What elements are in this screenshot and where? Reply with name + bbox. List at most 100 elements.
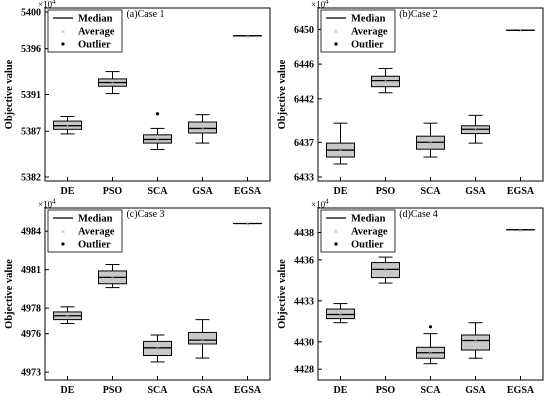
box-iqr [461, 334, 490, 351]
x-tick-label: DE [61, 385, 75, 396]
box-pso: × [371, 256, 400, 284]
axis-exponent-label: ×104 [311, 198, 329, 210]
mean-marker: × [383, 267, 388, 274]
axis-exponent-power: 4 [325, 198, 329, 206]
legend-swatch-average: × [60, 229, 65, 236]
chart-title: (d)Case 4 [399, 209, 438, 220]
legend-swatch-outlier [61, 242, 65, 246]
box-egsa: × [233, 33, 262, 40]
mean-marker: × [155, 345, 160, 352]
y-tick-label: 5391 [21, 90, 41, 101]
box-iqr [326, 308, 355, 320]
x-tick-label: EGSA [234, 186, 262, 197]
x-tick-label: DE [61, 186, 75, 197]
chart-title: (c)Case 3 [126, 209, 164, 220]
box-iqr [188, 331, 217, 345]
x-tick-label: SCA [147, 385, 168, 396]
mean-marker: × [245, 221, 250, 228]
box-de: × [326, 122, 355, 165]
y-tick-label: 4433 [294, 296, 314, 307]
axis-exponent-power: 4 [52, 198, 56, 206]
y-tick-label: 6446 [294, 60, 314, 71]
x-tick-label: PSO [376, 385, 396, 396]
mean-marker: × [473, 127, 478, 134]
box-egsa: × [506, 227, 535, 234]
axis-exponent-label: ×104 [38, 0, 56, 10]
legend-swatch-average: × [60, 29, 65, 36]
y-tick-label: 5382 [21, 173, 41, 184]
y-axis-label: Objective value [4, 59, 15, 129]
y-tick-label: 5396 [21, 44, 41, 55]
legend-swatch-average: × [333, 229, 338, 236]
mean-marker: × [110, 275, 115, 282]
y-axis-label: Objective value [277, 59, 288, 129]
x-tick-label: EGSA [507, 385, 535, 396]
mean-marker: × [65, 123, 70, 130]
x-tick-label: GSA [465, 186, 486, 197]
chart-panel-2: (b)Case 2 ×104 Objective value 6433 6437 6442… [277, 0, 544, 197]
mean-marker: × [200, 336, 205, 343]
box-iqr [371, 262, 400, 279]
box-pso: × [98, 71, 127, 95]
box-iqr [188, 121, 217, 134]
box-de: × [53, 306, 82, 324]
x-tick-label: EGSA [234, 385, 262, 396]
legend-swatch-average: × [333, 29, 338, 36]
legend: Median × Average Outlier [320, 9, 396, 53]
mean-marker: × [518, 28, 523, 35]
chart-panel-4: (d)Case 4 ×104 Objective value 4428 4430 4433… [277, 198, 544, 396]
y-tick-label: 5400 [21, 8, 41, 19]
mean-marker: × [200, 126, 205, 133]
y-axis-label: Objective value [277, 259, 288, 329]
x-tick-label: GSA [192, 385, 213, 396]
box-sca: × [143, 112, 172, 150]
box-pso: × [98, 264, 127, 289]
legend-label: Median [78, 14, 113, 25]
legend-box [47, 9, 123, 53]
x-tick-label: SCA [147, 186, 168, 197]
legend: Median × Average Outlier [320, 209, 396, 253]
legend-swatch-outlier [61, 42, 65, 46]
mean-marker: × [383, 78, 388, 85]
y-tick-label: 6450 [294, 25, 314, 36]
legend-label: Outlier [351, 240, 384, 251]
mean-marker: × [338, 147, 343, 154]
axis-exponent-power: 4 [52, 0, 56, 6]
y-tick-label: 4436 [294, 255, 314, 266]
legend-label: Median [351, 214, 386, 225]
mean-marker: × [110, 80, 115, 87]
y-tick-label: 4978 [21, 304, 41, 315]
legend-label: Outlier [78, 240, 111, 251]
mean-marker: × [428, 350, 433, 357]
x-tick-label: PSO [103, 186, 123, 197]
y-tick-label: 6437 [294, 138, 314, 149]
y-tick-label: 4428 [294, 365, 314, 376]
y-tick-label: 4430 [294, 337, 314, 348]
y-tick-label: 4981 [21, 265, 41, 276]
box-egsa: × [233, 221, 262, 228]
axis-exponent-power: 4 [325, 0, 329, 6]
legend-box [47, 209, 123, 253]
x-tick-label: GSA [192, 186, 213, 197]
axis-exponent-label: ×104 [38, 198, 56, 210]
y-tick-label: 5387 [21, 127, 41, 138]
mean-marker: × [65, 313, 70, 320]
box-pso: × [371, 67, 400, 94]
box-gsa: × [188, 319, 217, 359]
y-tick-label: 4984 [21, 227, 41, 238]
mean-marker: × [428, 140, 433, 147]
legend-swatch-outlier [334, 42, 338, 46]
x-tick-label: SCA [420, 186, 441, 197]
legend-label: Median [78, 214, 113, 225]
x-tick-label: PSO [103, 385, 123, 396]
chart-title: (a)Case 1 [126, 9, 164, 20]
x-tick-label: SCA [420, 385, 441, 396]
box-sca: × [416, 122, 445, 158]
chart-panel-3: (c)Case 3 ×104 Objective value 4973 4976 4978… [4, 198, 271, 396]
x-tick-label: DE [334, 186, 348, 197]
outlier-point [155, 112, 160, 116]
legend-label: Average [351, 27, 388, 38]
y-tick-label: 6442 [294, 94, 314, 105]
legend-box [320, 209, 396, 253]
legend-label: Average [78, 27, 115, 38]
